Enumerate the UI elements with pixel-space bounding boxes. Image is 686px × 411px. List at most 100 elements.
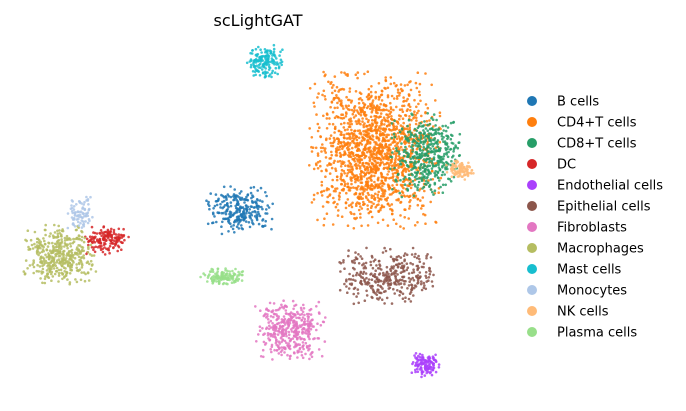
data-point [450, 175, 454, 178]
data-point [381, 184, 384, 188]
legend-marker [527, 306, 537, 316]
data-point [385, 276, 389, 279]
data-point [449, 180, 453, 183]
data-point [394, 269, 397, 273]
data-point [363, 103, 367, 106]
data-point [445, 134, 448, 138]
data-point [353, 258, 356, 262]
data-point [264, 342, 268, 345]
data-point [381, 132, 384, 135]
data-point [277, 308, 281, 311]
data-point [382, 138, 386, 142]
data-point [341, 147, 344, 151]
data-point [355, 216, 359, 220]
data-point [424, 368, 428, 372]
data-point [310, 145, 313, 149]
data-point [369, 137, 373, 141]
data-point [308, 347, 311, 351]
data-point [422, 265, 425, 269]
data-point [374, 143, 378, 146]
data-point [266, 71, 269, 74]
data-point [361, 164, 364, 167]
data-point [219, 206, 222, 209]
data-point [431, 363, 435, 366]
data-point [357, 253, 360, 256]
data-point [395, 180, 398, 183]
data-point [430, 116, 433, 120]
data-point [335, 187, 339, 190]
data-point [78, 244, 82, 247]
data-point [277, 352, 281, 355]
data-point [435, 164, 438, 167]
data-point [202, 272, 205, 275]
data-point [377, 126, 381, 130]
data-point [432, 147, 436, 151]
data-point [61, 277, 64, 281]
data-point [439, 155, 442, 159]
data-point [298, 335, 302, 339]
data-point [50, 279, 53, 283]
legend-label: DC [557, 158, 576, 173]
data-point [359, 113, 363, 117]
data-point [246, 199, 250, 202]
data-point [65, 238, 69, 242]
data-point [336, 214, 340, 217]
data-point [276, 72, 280, 76]
data-point [329, 105, 332, 109]
data-point [373, 149, 377, 152]
data-point [437, 131, 440, 135]
data-point [379, 171, 383, 175]
data-point [389, 255, 393, 258]
data-point [441, 166, 444, 169]
data-point [397, 166, 400, 170]
data-point [215, 203, 219, 207]
data-point [403, 258, 407, 262]
data-point [343, 144, 346, 147]
data-point [45, 269, 49, 272]
data-point [230, 281, 234, 285]
data-point [408, 204, 412, 208]
data-point [122, 227, 125, 231]
data-point [426, 112, 430, 115]
data-point [350, 108, 354, 112]
data-point [387, 158, 390, 162]
data-point [355, 135, 359, 139]
data-point [232, 193, 236, 196]
data-point [65, 273, 68, 276]
data-point [338, 159, 342, 163]
data-point [271, 61, 275, 65]
data-point [392, 271, 396, 274]
data-point [351, 274, 355, 278]
data-point [303, 338, 306, 341]
data-point [385, 265, 389, 269]
data-point [428, 267, 432, 271]
data-point [395, 84, 398, 87]
data-point [45, 273, 49, 277]
data-point [307, 344, 311, 348]
data-point [350, 282, 354, 286]
data-point [56, 229, 59, 233]
data-point [264, 212, 267, 215]
data-point [267, 327, 271, 331]
series-epithelial-cells [338, 246, 435, 306]
data-point [428, 164, 432, 168]
data-point [419, 199, 422, 202]
data-point [270, 350, 273, 354]
data-point [400, 108, 404, 111]
data-point [350, 170, 354, 174]
data-point [431, 366, 435, 369]
data-point [423, 131, 426, 134]
data-point [420, 114, 423, 118]
data-point [348, 170, 351, 174]
data-point [376, 283, 380, 287]
data-point [245, 204, 248, 207]
data-point [300, 318, 304, 322]
data-point [372, 260, 376, 263]
data-point [429, 178, 433, 181]
data-point [417, 102, 420, 106]
data-point [269, 348, 273, 351]
data-point [271, 69, 275, 73]
data-point [87, 279, 91, 282]
data-point [338, 191, 342, 195]
data-point [225, 282, 228, 285]
